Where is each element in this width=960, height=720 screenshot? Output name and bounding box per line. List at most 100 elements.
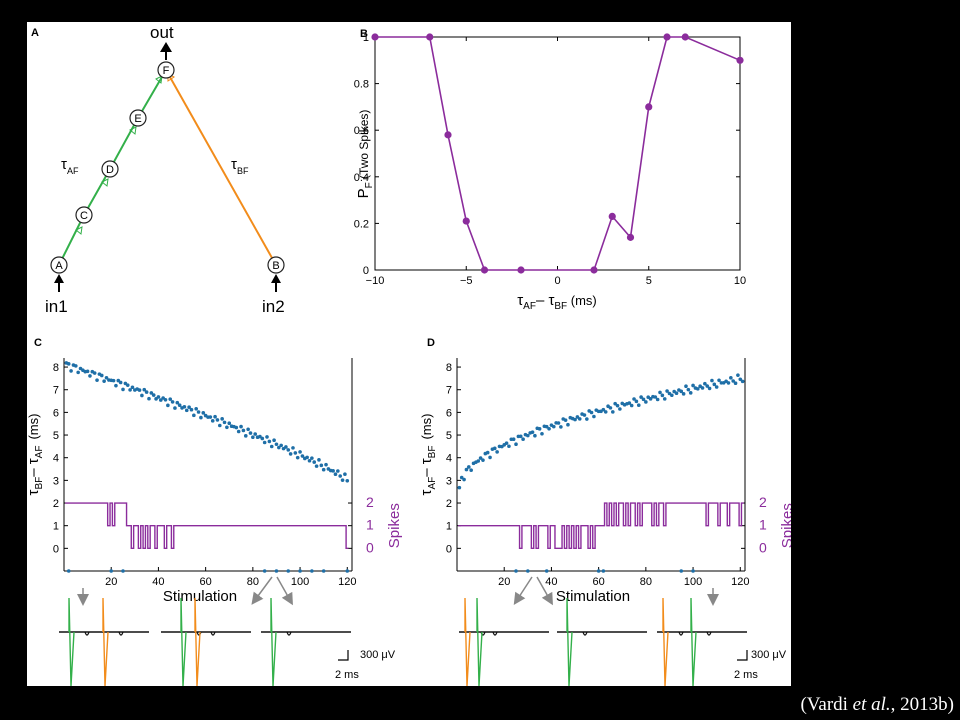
latency-point — [95, 378, 99, 382]
latency-point — [260, 436, 265, 441]
data-point — [371, 33, 379, 41]
green-marker — [129, 126, 137, 135]
panel-b-letter: B — [360, 28, 368, 40]
y-tick-label: 3 — [446, 475, 452, 487]
y-tick-label: 0.4 — [354, 172, 369, 184]
latency-point — [314, 464, 319, 468]
latency-point — [168, 397, 173, 401]
latency-point — [639, 395, 643, 399]
latency-point — [300, 454, 305, 458]
latency-point — [144, 390, 149, 394]
failure-point — [109, 569, 114, 573]
y-tick-label: 4 — [446, 453, 452, 465]
node-f: F — [157, 61, 175, 79]
y-label-sub: BF — [34, 477, 45, 490]
x-tick-label: 60 — [593, 576, 605, 588]
latency-point — [526, 433, 530, 438]
y-tick-label: 2 — [446, 498, 452, 510]
y-label-unit: (ms) — [27, 414, 41, 440]
latency-point — [556, 421, 561, 425]
failure-point — [321, 569, 326, 573]
latency-point — [469, 468, 473, 473]
latency-point — [170, 400, 175, 404]
svg-text:E: E — [134, 113, 141, 125]
latency-point — [627, 401, 632, 405]
latency-point — [243, 434, 248, 438]
latency-point — [222, 420, 227, 425]
y-tick-label: 4 — [53, 453, 59, 465]
latency-point — [467, 465, 471, 469]
latency-point — [688, 391, 693, 395]
latency-point — [156, 395, 161, 399]
latency-point — [128, 388, 132, 392]
latency-point — [151, 393, 156, 397]
latency-point — [274, 442, 279, 447]
spike — [68, 597, 75, 686]
latency-point — [514, 442, 518, 447]
latency-point — [462, 477, 466, 482]
latency-point — [262, 440, 267, 445]
latency-point — [293, 451, 298, 455]
latency-point — [177, 403, 182, 408]
latency-point — [192, 413, 196, 418]
y-tick-label: 1 — [53, 521, 59, 533]
latency-point — [241, 428, 246, 433]
x-tick-label: 20 — [498, 576, 510, 588]
latency-point — [175, 400, 180, 405]
latency-point — [738, 377, 743, 382]
latency-point — [99, 373, 104, 378]
data-point — [480, 266, 489, 274]
latency-point — [492, 446, 497, 451]
green-marker — [75, 226, 83, 235]
latency-point — [149, 391, 154, 395]
citation: (Vardi et al., 2013b) — [800, 694, 954, 715]
right-axis-label: Spikes — [386, 503, 403, 548]
citation-etal: et al. — [852, 694, 891, 715]
y-tick-label: 1 — [446, 521, 452, 533]
svg-text:D: D — [106, 164, 114, 176]
panel-c-chart: C 0 1 2 3 4 5 6 7 8 20 40 60 80 100 120 Stimulation 0 1 2 Sp… — [27, 337, 403, 605]
y-tick-label: 0 — [53, 543, 59, 555]
latency-point — [333, 472, 338, 477]
latency-point — [125, 383, 130, 387]
y-tick-label: 0 — [446, 543, 452, 555]
node-c: C — [75, 206, 93, 224]
latency-point — [130, 385, 135, 390]
latency-point — [636, 403, 641, 407]
panel-letter: D — [427, 337, 435, 349]
trace-arrow — [536, 576, 553, 606]
latency-point — [660, 393, 665, 398]
failure-point — [544, 569, 549, 573]
latency-point — [187, 405, 191, 410]
panel-a-diagram: A out A C D E F B in1 — [31, 23, 285, 316]
data-point — [462, 217, 470, 225]
figure-canvas: A out A C D E F B in1 — [27, 23, 791, 686]
panel-letter: C — [34, 337, 42, 349]
x-axis-label: τAF– τBF (ms) — [517, 292, 597, 312]
latency-point — [194, 407, 198, 411]
right-tick-label: 1 — [366, 517, 374, 533]
x-tick-label: 20 — [105, 576, 117, 588]
scale-bar-right: 300 μV 2 ms — [734, 649, 787, 681]
failure-point — [691, 569, 695, 573]
latency-point — [253, 432, 258, 436]
spike — [270, 597, 277, 686]
x-tick-label: 40 — [152, 576, 164, 588]
x-label-sub: AF — [523, 301, 536, 312]
y-label-sub: F — [364, 182, 375, 188]
latency-point — [507, 444, 511, 449]
x-tick-label: 120 — [731, 576, 749, 588]
scale-voltage-left: 300 μV — [360, 649, 396, 661]
y-label-mid: – τ — [418, 458, 435, 477]
svg-text:F: F — [163, 65, 170, 77]
spike — [464, 597, 471, 686]
x-label-mid: – τ — [536, 292, 555, 309]
y-tick-label: 0.8 — [354, 79, 369, 91]
latency-point — [573, 417, 577, 422]
latency-point — [74, 364, 78, 368]
latency-point — [340, 478, 345, 482]
latency-point — [511, 437, 516, 441]
latency-point — [277, 445, 281, 450]
failure-point — [679, 569, 684, 573]
orange-path — [165, 69, 277, 266]
